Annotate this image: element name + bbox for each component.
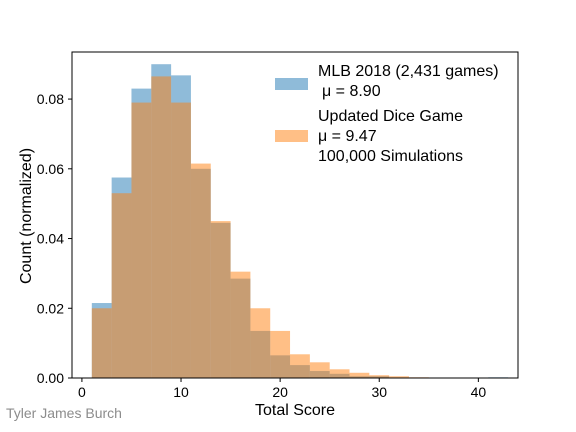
watermark: Tyler James Burch bbox=[6, 405, 122, 421]
legend: MLB 2018 (2,431 games) μ = 8.90 Updated … bbox=[275, 63, 499, 165]
legend-swatch-dice-game bbox=[275, 130, 308, 142]
legend-swatch-mlb-2018 bbox=[275, 78, 308, 90]
plot-frame bbox=[71, 51, 519, 379]
x-axis-label: Total Score bbox=[255, 402, 335, 419]
dice-bar bbox=[329, 369, 350, 378]
x-tick-label: 20 bbox=[272, 384, 288, 400]
dice-bar bbox=[349, 372, 370, 378]
y-axis-label: Count (normalized) bbox=[18, 148, 35, 284]
dice-bar bbox=[171, 102, 191, 378]
y-tick-label: 0.02 bbox=[37, 300, 64, 316]
dice-game-bars bbox=[91, 76, 429, 378]
dice-bar bbox=[91, 308, 112, 378]
y-tick-label: 0.00 bbox=[37, 370, 64, 386]
legend-simulations-dice-game: 100,000 Simulations bbox=[318, 148, 463, 165]
legend-mean-mlb-2018: μ = 8.90 bbox=[322, 83, 381, 100]
dice-bar bbox=[230, 271, 251, 378]
dice-bar bbox=[190, 163, 211, 378]
dice-bar bbox=[111, 193, 132, 378]
x-tick-label: 10 bbox=[173, 384, 189, 400]
x-tick-label: 40 bbox=[471, 384, 487, 400]
axis-ticks: 0 10 20 30 40 0.00 0.02 0.04 0.06 0.08 bbox=[37, 91, 487, 400]
legend-label-mlb-2018: MLB 2018 (2,431 games) bbox=[318, 63, 499, 80]
dice-bar bbox=[131, 102, 152, 378]
dice-bar bbox=[389, 376, 409, 378]
y-tick-label: 0.08 bbox=[37, 91, 64, 107]
x-tick-label: 0 bbox=[78, 384, 86, 400]
dice-bar bbox=[309, 362, 330, 378]
legend-label-dice-game: Updated Dice Game bbox=[318, 108, 463, 125]
dice-bar bbox=[250, 308, 271, 378]
dice-bar bbox=[270, 330, 291, 378]
dice-bar bbox=[210, 221, 231, 378]
dice-bar bbox=[290, 354, 310, 378]
x-tick-label: 30 bbox=[371, 384, 387, 400]
legend-mean-dice-game: μ = 9.47 bbox=[318, 128, 377, 145]
dice-bar bbox=[369, 375, 390, 378]
y-tick-label: 0.04 bbox=[37, 231, 64, 247]
y-tick-label: 0.06 bbox=[37, 161, 64, 177]
dice-bar bbox=[151, 76, 172, 378]
